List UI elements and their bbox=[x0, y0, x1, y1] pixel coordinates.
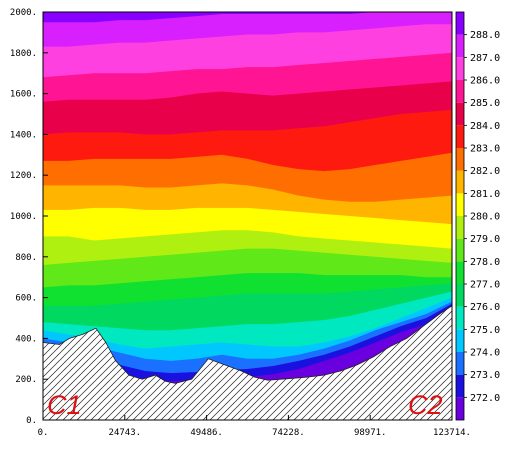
colorbar-segment bbox=[456, 34, 464, 58]
colorbar-segment bbox=[456, 102, 464, 126]
y-tick-label: 1800. bbox=[10, 49, 37, 59]
colorbar-label: 274.0 bbox=[470, 348, 500, 359]
colorbar-segment bbox=[456, 12, 464, 35]
x-tick-label: 0. bbox=[38, 428, 49, 438]
colorbar-segment bbox=[456, 306, 464, 330]
band-above-288 bbox=[43, 12, 452, 23]
colorbar-label: 287.0 bbox=[470, 53, 500, 64]
colorbar-label: 276.0 bbox=[470, 302, 500, 313]
y-tick-label: 1000. bbox=[10, 212, 37, 222]
colorbar-label: 275.0 bbox=[470, 325, 500, 336]
y-tick-label: 2000. bbox=[10, 8, 37, 18]
colorbar-label: 282.0 bbox=[470, 166, 500, 177]
colorbar: 272.0 273.0 274.0 275.0 276.0 277.0 278.0 279.0… bbox=[455, 11, 500, 421]
colorbar-segment bbox=[456, 148, 464, 171]
colorbar-label: 272.0 bbox=[470, 393, 500, 404]
x-tick-label: 49486. bbox=[190, 428, 223, 438]
colorbar-label: 284.0 bbox=[470, 121, 500, 132]
colorbar-segment bbox=[456, 238, 464, 262]
colorbar-segment bbox=[456, 352, 464, 375]
colorbar-label: 278.0 bbox=[470, 257, 500, 268]
colorbar-segment bbox=[456, 57, 464, 80]
y-axis: 0. 200. 400. 600. 800. 1000. 1200. 1400. 1600. 18… bbox=[10, 8, 48, 426]
band-above-287 bbox=[43, 12, 452, 47]
colorbar-label: 285.0 bbox=[470, 98, 500, 109]
colorbar-segment bbox=[456, 284, 464, 307]
terrain-mask bbox=[43, 305, 452, 420]
colorbar-segment bbox=[456, 80, 464, 103]
colorbar-label: 288.0 bbox=[470, 30, 500, 41]
x-axis: 0. 24743. 49486. 74228. 98971. 123714. bbox=[38, 415, 471, 438]
y-tick-label: 1600. bbox=[10, 90, 37, 100]
x-tick-label: 123714. bbox=[433, 428, 471, 438]
colorbar-segment bbox=[456, 329, 464, 352]
colorbar-label: 280.0 bbox=[470, 212, 500, 223]
x-tick-label: 74228. bbox=[272, 428, 305, 438]
colorbar-segment bbox=[456, 374, 464, 398]
y-tick-label: 600. bbox=[15, 294, 37, 304]
y-tick-label: 1200. bbox=[10, 171, 37, 181]
x-tick-label: 24743. bbox=[109, 428, 142, 438]
x-tick-label: 98971. bbox=[354, 428, 387, 438]
colorbar-segment bbox=[456, 193, 464, 216]
y-tick-label: 200. bbox=[15, 375, 37, 385]
colorbar-label: 281.0 bbox=[470, 189, 500, 200]
colorbar-segment bbox=[456, 125, 464, 148]
y-tick-label: 400. bbox=[15, 334, 37, 344]
colorbar-segment bbox=[456, 170, 464, 194]
y-tick-label: 1400. bbox=[10, 130, 37, 140]
colorbar-label: 283.0 bbox=[470, 144, 500, 155]
colorbar-segment bbox=[456, 261, 464, 284]
colorbar-label: 273.0 bbox=[470, 370, 500, 381]
section-label-left: C1 bbox=[47, 390, 82, 420]
y-tick-label: 800. bbox=[15, 253, 37, 263]
colorbar-label: 277.0 bbox=[470, 280, 500, 291]
colorbar-label: 286.0 bbox=[470, 76, 500, 87]
y-tick-label: 0. bbox=[26, 416, 37, 426]
colorbar-segment bbox=[456, 397, 464, 420]
contour-bands bbox=[43, 12, 452, 420]
section-label-right: C2 bbox=[408, 390, 443, 420]
colorbar-label: 279.0 bbox=[470, 234, 500, 245]
colorbar-segment bbox=[456, 216, 464, 239]
